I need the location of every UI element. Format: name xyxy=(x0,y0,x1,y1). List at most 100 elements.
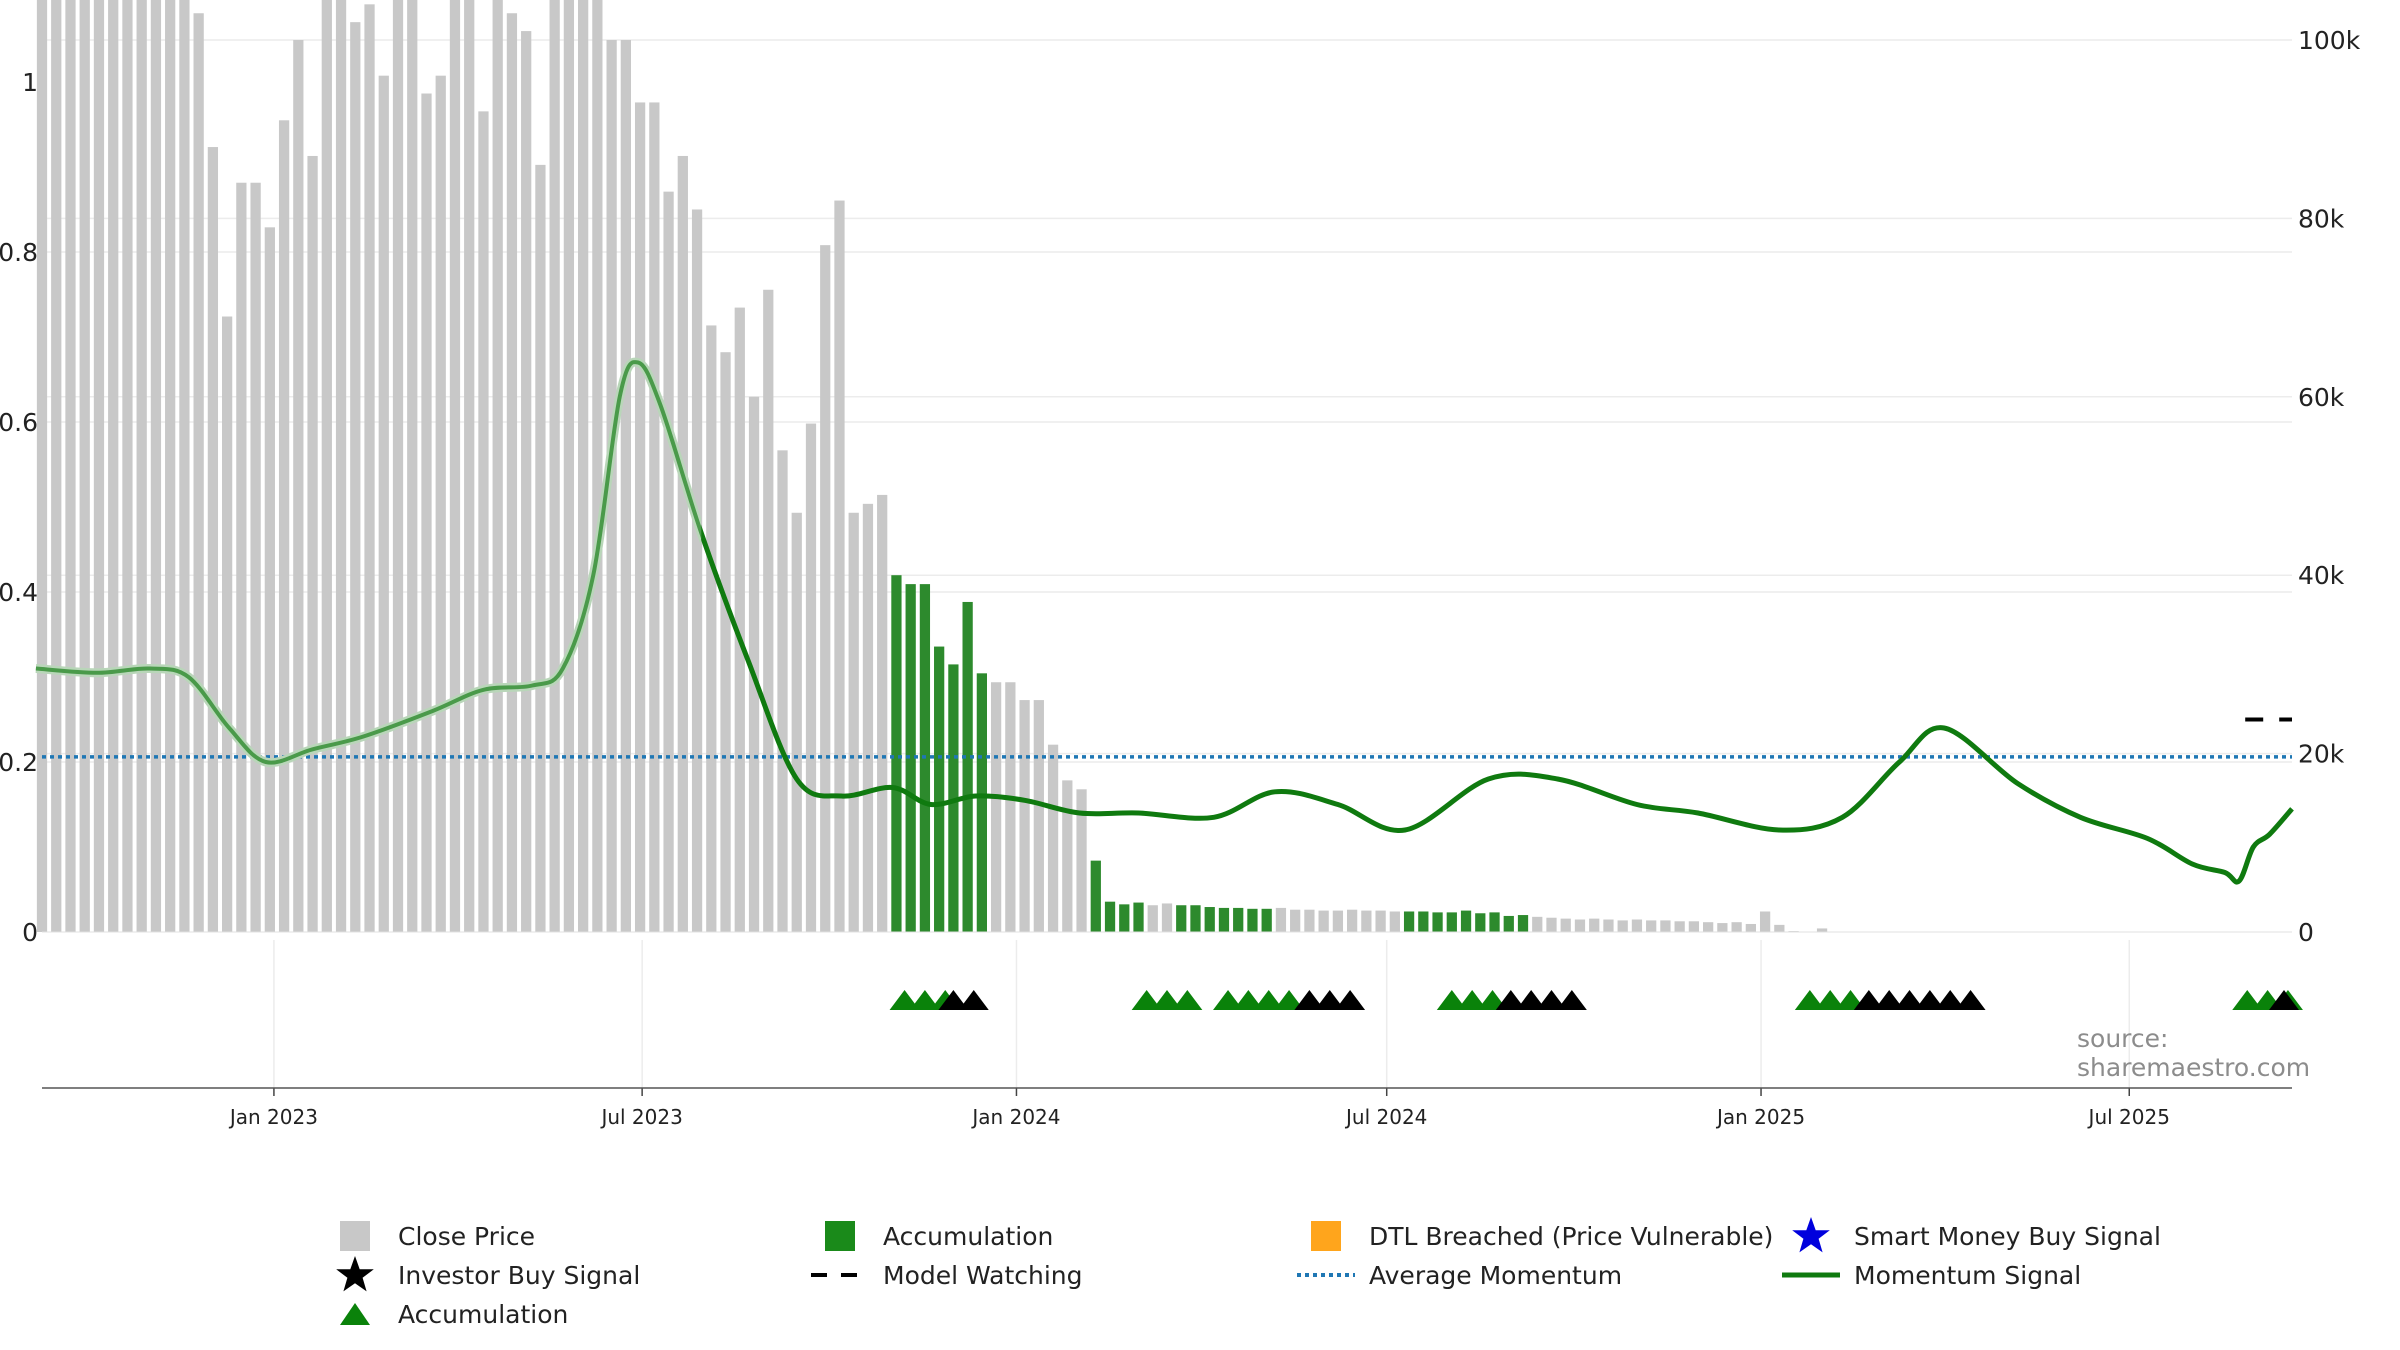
close-price-bar xyxy=(165,0,176,933)
accumulation-triangle xyxy=(1213,990,1244,1010)
accumulation-bar xyxy=(976,673,987,932)
close-price-bar xyxy=(1532,916,1543,932)
accumulation-bar xyxy=(1104,901,1116,932)
accumulation-triangle xyxy=(1233,990,1264,1010)
close-price-bar xyxy=(65,0,76,933)
accumulation-bar xyxy=(1233,907,1244,932)
left-tick-label: 0.2 xyxy=(0,748,38,777)
close-price-bar xyxy=(578,0,589,932)
accumulation-bar xyxy=(1403,911,1415,932)
momentum-line-early xyxy=(35,360,702,765)
accumulation-bar xyxy=(1090,860,1101,932)
close-price-bar xyxy=(1574,919,1586,932)
close-price-bar xyxy=(236,182,247,933)
x-tick-label: Jan 2024 xyxy=(970,1105,1060,1129)
left-tick-label: 1 xyxy=(22,68,38,97)
close-price-bar xyxy=(1703,922,1714,932)
close-price-bar xyxy=(663,191,674,932)
close-price-bar xyxy=(478,111,489,933)
close-price-bar xyxy=(606,40,617,932)
close-price-bar xyxy=(464,0,475,933)
close-price-bar xyxy=(1019,700,1030,932)
accumulation-triangle xyxy=(1457,990,1488,1010)
close-price-bar xyxy=(1546,917,1557,932)
close-price-bar xyxy=(335,0,347,933)
investor-buy-triangle xyxy=(1314,990,1345,1010)
close-price-bar xyxy=(691,209,703,933)
x-tick-label: Jul 2024 xyxy=(1344,1105,1427,1129)
accumulation-triangle xyxy=(1131,990,1162,1010)
close-price-bar xyxy=(990,682,1002,932)
close-price-bar xyxy=(1759,911,1771,932)
close-price-bar xyxy=(763,289,774,932)
close-price-bar xyxy=(51,0,62,932)
investor-buy-triangle xyxy=(958,990,989,1010)
accumulation-triangle xyxy=(1815,990,1846,1010)
accumulation-bar xyxy=(1418,911,1429,932)
close-price-bar xyxy=(378,75,389,933)
close-price-bar xyxy=(592,0,603,932)
investor-buy-triangle xyxy=(1335,990,1366,1010)
close-price-bar xyxy=(1290,909,1301,932)
close-price-bar xyxy=(108,0,119,932)
close-price-bar xyxy=(720,352,731,932)
accumulation-bar xyxy=(1446,912,1457,932)
investor-buy-triangle xyxy=(1536,990,1567,1010)
momentum-signal-line xyxy=(35,357,2294,885)
accumulation-triangle xyxy=(1253,990,1284,1010)
close-price-bar xyxy=(1361,910,1372,932)
x-tick-label: Jul 2025 xyxy=(2087,1105,2170,1129)
close-price-bar xyxy=(36,0,48,933)
close-price-bar xyxy=(250,182,261,933)
x-tick-label: Jan 2025 xyxy=(1715,1105,1805,1129)
close-price-bar xyxy=(1147,905,1158,932)
right-tick-label: 80k xyxy=(2298,204,2345,233)
close-price-bar xyxy=(563,0,575,932)
investor-buy-triangle xyxy=(1894,990,1925,1010)
right-tick-label: 20k xyxy=(2298,740,2345,769)
close-price-bar xyxy=(521,31,532,932)
close-price-bar xyxy=(222,316,233,932)
accumulation-triangle xyxy=(1152,990,1182,1010)
accumulation-triangle xyxy=(2232,990,2263,1010)
accumulation-bar xyxy=(1133,902,1144,932)
close-price-bar xyxy=(1589,918,1600,932)
close-price-bar xyxy=(1688,921,1700,932)
close-price-bar xyxy=(150,0,162,933)
close-price-bar xyxy=(777,450,788,932)
close-price-bar xyxy=(1076,789,1087,932)
accumulation-triangle xyxy=(1436,990,1467,1010)
close-price-bars xyxy=(36,0,1828,933)
close-price-bar xyxy=(1816,928,1828,932)
accumulation-triangle xyxy=(1274,990,1305,1010)
source-label: source: sharemaestro.com xyxy=(2077,1024,2311,1082)
momentum-line xyxy=(701,524,2294,885)
close-price-bar xyxy=(1617,920,1628,932)
close-price-bar xyxy=(193,13,204,933)
close-price-bar xyxy=(435,75,446,933)
close-price-bar xyxy=(1731,922,1742,932)
close-price-bar xyxy=(492,0,503,932)
close-price-bar xyxy=(122,0,133,932)
close-price-bar xyxy=(1062,780,1073,932)
investor-buy-triangle xyxy=(938,990,969,1010)
close-price-bar xyxy=(179,0,190,933)
accumulation-bar xyxy=(1119,904,1130,932)
close-price-bar xyxy=(734,307,745,933)
right-tick-label: 60k xyxy=(2298,383,2345,412)
accumulation-bar xyxy=(934,646,945,932)
x-tick-label: Jul 2023 xyxy=(599,1105,682,1129)
accumulation-bar xyxy=(962,601,973,932)
close-price-bar xyxy=(1275,907,1287,932)
close-price-bar xyxy=(1347,909,1358,932)
close-price-bar xyxy=(706,325,717,932)
accumulation-bar xyxy=(1517,915,1529,932)
close-price-bar xyxy=(1161,903,1173,932)
investor-buy-triangle xyxy=(1294,990,1325,1010)
right-tick-label: 40k xyxy=(2298,561,2345,590)
accumulation-bar xyxy=(1475,913,1486,932)
close-price-bar xyxy=(321,0,332,933)
close-price-bar xyxy=(1389,911,1400,932)
close-price-bar xyxy=(506,13,518,933)
investor-buy-triangle xyxy=(1853,990,1884,1010)
